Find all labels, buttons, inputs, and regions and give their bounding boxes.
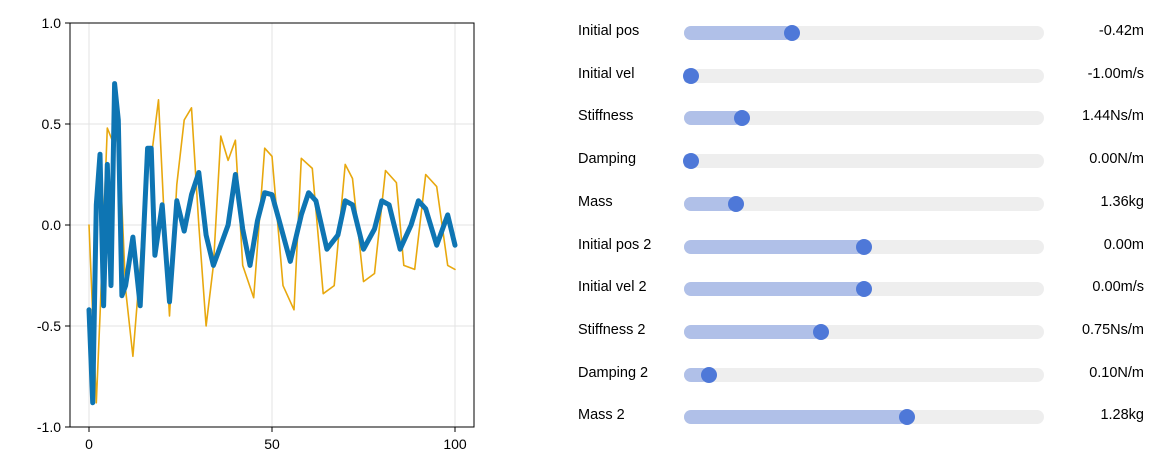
slider-track[interactable] (683, 153, 1044, 170)
slider-track[interactable] (684, 110, 1044, 127)
slider-value: 1.44Ns/m (1081, 108, 1144, 125)
slider-row: Stiffness 2 0.75Ns/m (578, 318, 1148, 346)
slider-label: Initial vel 2 (578, 279, 647, 296)
slider-row: Damping 2 0.10N/m (578, 361, 1148, 389)
slider-track[interactable] (683, 67, 1044, 84)
slider-label: Initial pos 2 (578, 236, 652, 253)
slider-value: 0.75Ns/m (1081, 321, 1144, 338)
slider-row: Initial pos -0.42m (578, 19, 1148, 47)
y-tick-label: 0.0 (42, 217, 62, 233)
slider-handle[interactable] (683, 67, 700, 84)
x-tick-label: 100 (443, 436, 467, 452)
y-tick-label: 1.0 (42, 15, 62, 31)
slider-fill (684, 111, 742, 126)
y-tick-label: 0.5 (42, 116, 62, 132)
series-layer (86, 81, 458, 406)
slider-row: Mass 1.36kg (578, 190, 1148, 218)
slider-handle[interactable] (701, 366, 718, 383)
slider-handle[interactable] (784, 25, 800, 41)
slider-value: 0.00N/m (1089, 151, 1144, 168)
slider-handle[interactable] (683, 153, 700, 170)
slider-value: 0.00m (1103, 236, 1144, 253)
slider-label: Stiffness (578, 108, 634, 125)
slider-fill (684, 282, 864, 297)
slider-label: Damping (578, 151, 637, 168)
x-tick-label: 50 (264, 436, 280, 452)
slider-handle[interactable] (733, 110, 750, 127)
slider-handle[interactable] (812, 323, 829, 340)
slider-fill (684, 324, 821, 339)
slider-label: Initial pos (578, 23, 640, 39)
slider-track[interactable] (684, 323, 1044, 340)
slider-value: 1.28kg (1100, 407, 1144, 424)
slider-fill (684, 239, 864, 254)
slider-track[interactable] (684, 409, 1044, 426)
slider-fill (684, 410, 908, 425)
series-line-2 (86, 81, 458, 406)
slider-label: Mass (578, 193, 613, 210)
slider-handle[interactable] (899, 409, 916, 426)
slider-value: 0.10N/m (1089, 364, 1144, 381)
slider-track[interactable] (684, 25, 1044, 41)
slider-value: 0.00m/s (1092, 279, 1144, 296)
slider-handle[interactable] (856, 238, 872, 255)
slider-handle[interactable] (728, 195, 745, 212)
slider-track[interactable] (684, 238, 1044, 255)
slider-track[interactable] (684, 195, 1044, 212)
axis-layer: -1.0 -0.5 0.0 0.5 1.0 0 50 100 (37, 15, 467, 452)
slider-row: Damping 0.00N/m (578, 147, 1148, 175)
slider-label: Initial vel (578, 65, 635, 82)
slider-track[interactable] (684, 366, 1044, 383)
slider-handle[interactable] (856, 281, 872, 298)
slider-row: Stiffness 1.44Ns/m (578, 104, 1148, 132)
slider-fill (684, 196, 737, 211)
slider-fill (684, 26, 792, 40)
slider-value: 1.36kg (1100, 193, 1144, 210)
slider-label: Damping 2 (578, 364, 649, 381)
slider-value: -1.00m/s (1087, 65, 1144, 82)
slider-row: Mass 2 1.28kg (578, 403, 1148, 431)
y-tick-label: -1.0 (37, 419, 61, 435)
slider-row: Initial vel 2 0.00m/s (578, 275, 1148, 303)
slider-label: Mass 2 (578, 407, 625, 424)
time-series-plot: -1.0 -0.5 0.0 0.5 1.0 0 50 100 (37, 15, 475, 452)
slider-value: -0.42m (1098, 23, 1144, 39)
y-tick-label: -0.5 (37, 318, 61, 334)
slider-label: Stiffness 2 (578, 321, 646, 338)
slider-track[interactable] (684, 281, 1044, 298)
x-tick-label: 0 (85, 436, 93, 452)
slider-row: Initial pos 2 0.00m (578, 233, 1148, 261)
slider-row: Initial vel -1.00m/s (578, 62, 1148, 90)
